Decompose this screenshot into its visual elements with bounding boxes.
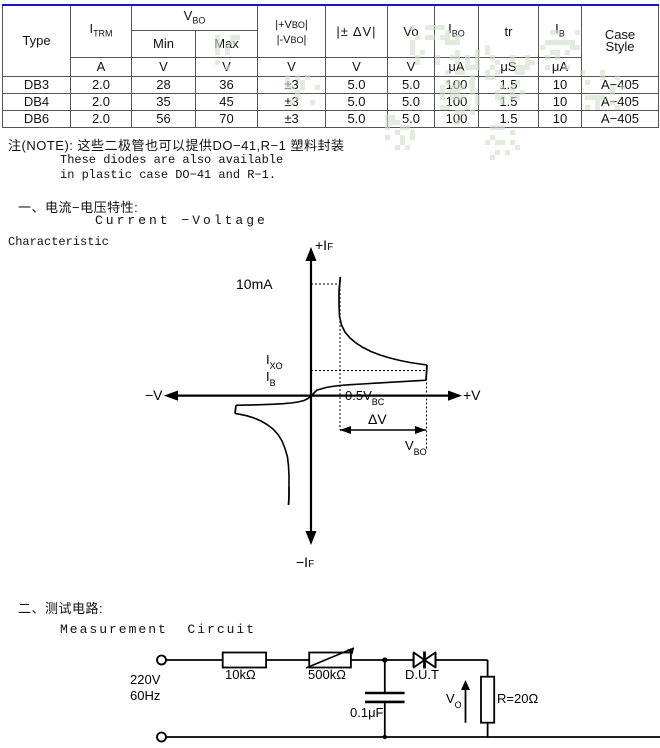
svg-text:VO: VO (446, 691, 462, 710)
svg-text:0.1μF: 0.1μF (350, 705, 384, 720)
svg-text:60Hz: 60Hz (130, 688, 160, 703)
svg-text:500kΩ: 500kΩ (308, 667, 346, 682)
svg-text:220V: 220V (130, 672, 161, 687)
svg-text:10kΩ: 10kΩ (225, 667, 256, 682)
svg-text:D.U.T: D.U.T (405, 667, 439, 682)
svg-text:R=20Ω: R=20Ω (497, 691, 538, 706)
